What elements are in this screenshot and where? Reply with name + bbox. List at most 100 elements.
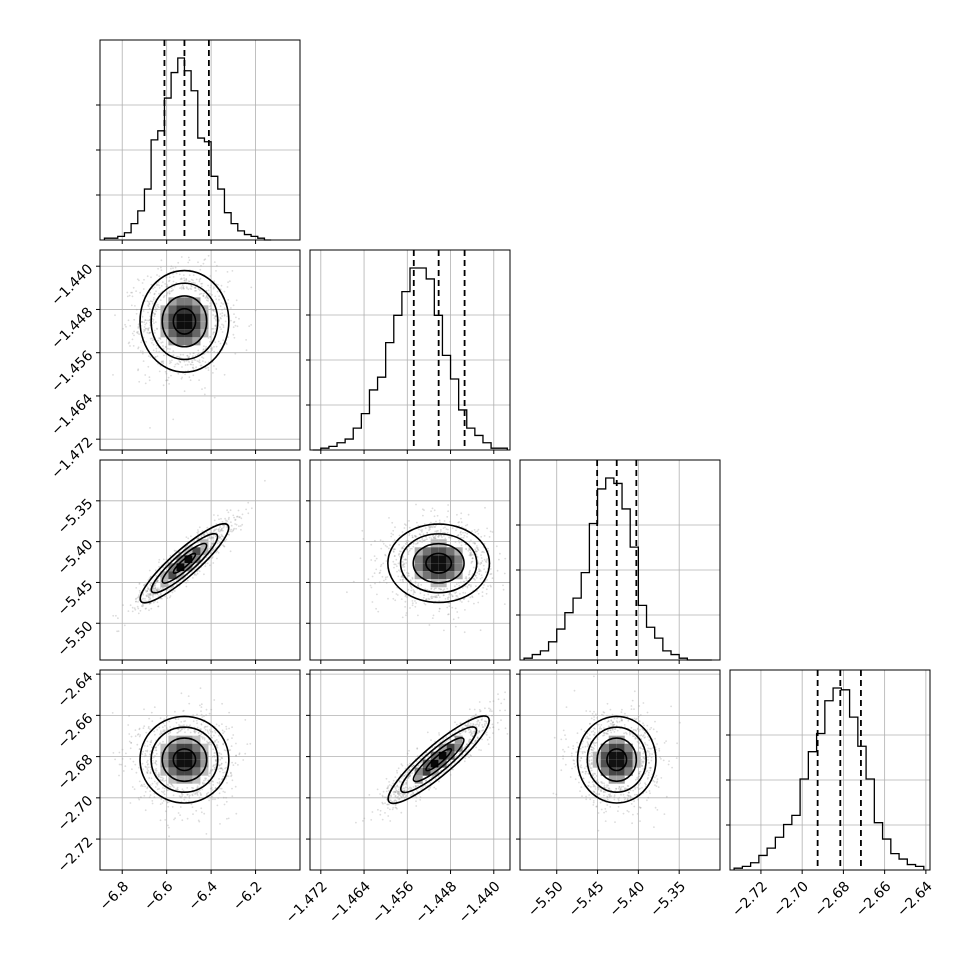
sample-point bbox=[162, 722, 165, 724]
sample-point bbox=[142, 294, 144, 297]
sample-point bbox=[644, 742, 646, 744]
sample-point bbox=[174, 817, 177, 820]
sample-point bbox=[238, 516, 241, 519]
sample-point bbox=[645, 791, 648, 794]
sample-point bbox=[143, 330, 145, 333]
sample-point bbox=[462, 531, 464, 534]
sample-point bbox=[388, 517, 390, 519]
sample-point bbox=[446, 587, 449, 590]
sample-point bbox=[479, 629, 482, 632]
sample-point bbox=[162, 729, 165, 732]
contour-level-1 bbox=[161, 295, 208, 348]
sample-point bbox=[154, 746, 157, 749]
sample-point bbox=[579, 747, 582, 750]
sample-point bbox=[609, 729, 612, 732]
sample-point bbox=[205, 296, 208, 298]
sample-point bbox=[150, 607, 153, 610]
sample-point bbox=[454, 607, 457, 610]
density-cell bbox=[414, 767, 423, 776]
sample-point bbox=[137, 607, 140, 610]
sample-point bbox=[168, 280, 170, 283]
density-cell bbox=[438, 563, 447, 572]
sample-point bbox=[596, 717, 598, 719]
sample-point bbox=[397, 790, 400, 793]
sample-point bbox=[219, 770, 221, 773]
density-cell bbox=[192, 743, 201, 752]
sample-point bbox=[617, 799, 620, 802]
sample-point bbox=[408, 768, 411, 771]
sample-point bbox=[469, 754, 472, 756]
sample-point bbox=[588, 794, 591, 796]
sample-point bbox=[177, 812, 180, 814]
sample-point bbox=[212, 537, 215, 539]
sample-point bbox=[206, 725, 209, 728]
sample-point bbox=[400, 777, 403, 779]
sample-point bbox=[172, 280, 175, 283]
sample-point bbox=[590, 748, 593, 751]
sample-point bbox=[217, 797, 220, 799]
density-cell bbox=[176, 735, 185, 744]
sample-point bbox=[477, 737, 479, 740]
sample-point bbox=[421, 755, 424, 758]
sample-point bbox=[153, 293, 156, 296]
sample-point bbox=[132, 760, 135, 763]
sample-point bbox=[148, 609, 150, 612]
sample-point bbox=[473, 577, 476, 580]
sample-point bbox=[399, 781, 402, 783]
sample-point bbox=[463, 580, 465, 583]
sample-point bbox=[466, 585, 469, 588]
sample-point bbox=[596, 738, 599, 741]
sample-point bbox=[182, 790, 185, 792]
sample-point bbox=[212, 536, 215, 539]
sample-point bbox=[153, 292, 156, 295]
y-tick-label: −2.66 bbox=[55, 710, 97, 752]
sample-point bbox=[447, 598, 449, 600]
sample-point bbox=[473, 602, 475, 605]
sample-point bbox=[180, 256, 183, 258]
sample-point bbox=[653, 826, 655, 828]
sample-point bbox=[167, 347, 169, 350]
sample-point bbox=[515, 555, 517, 557]
sample-point bbox=[146, 745, 149, 747]
sample-point bbox=[164, 370, 167, 373]
sample-point bbox=[590, 767, 593, 770]
density-cell bbox=[200, 767, 209, 776]
sample-point bbox=[178, 795, 181, 797]
sample-point bbox=[139, 350, 142, 352]
sample-point bbox=[163, 780, 165, 782]
sample-point bbox=[470, 551, 473, 554]
sample-point bbox=[405, 594, 408, 597]
sample-point bbox=[392, 550, 395, 553]
sample-point bbox=[211, 755, 214, 758]
sample-point bbox=[631, 735, 634, 738]
sample-point bbox=[629, 733, 631, 736]
sample-point bbox=[413, 590, 416, 592]
sample-point bbox=[458, 581, 460, 584]
sample-point bbox=[623, 732, 625, 735]
sample-point bbox=[399, 797, 401, 800]
sample-point bbox=[174, 718, 177, 720]
sample-point bbox=[449, 520, 451, 523]
sample-point bbox=[460, 536, 463, 539]
x-tick-label: −6.4 bbox=[186, 879, 221, 914]
sample-point bbox=[187, 369, 190, 372]
sample-point bbox=[154, 733, 156, 736]
sample-point bbox=[433, 595, 436, 598]
density-cell bbox=[168, 571, 177, 580]
sample-point bbox=[208, 799, 211, 802]
sample-point bbox=[481, 576, 483, 579]
sample-point bbox=[434, 777, 437, 780]
sample-point bbox=[617, 810, 619, 812]
sample-point bbox=[204, 258, 207, 261]
sample-point bbox=[454, 541, 457, 543]
sample-point bbox=[171, 785, 174, 787]
sample-point bbox=[452, 618, 455, 621]
sample-point bbox=[663, 813, 666, 815]
x-tick-label: −5.40 bbox=[607, 879, 649, 921]
sample-point bbox=[208, 782, 211, 785]
sample-point bbox=[172, 350, 175, 352]
sample-point bbox=[615, 787, 618, 790]
sample-point bbox=[209, 772, 212, 774]
sample-point bbox=[475, 746, 477, 749]
sample-point bbox=[444, 741, 447, 744]
